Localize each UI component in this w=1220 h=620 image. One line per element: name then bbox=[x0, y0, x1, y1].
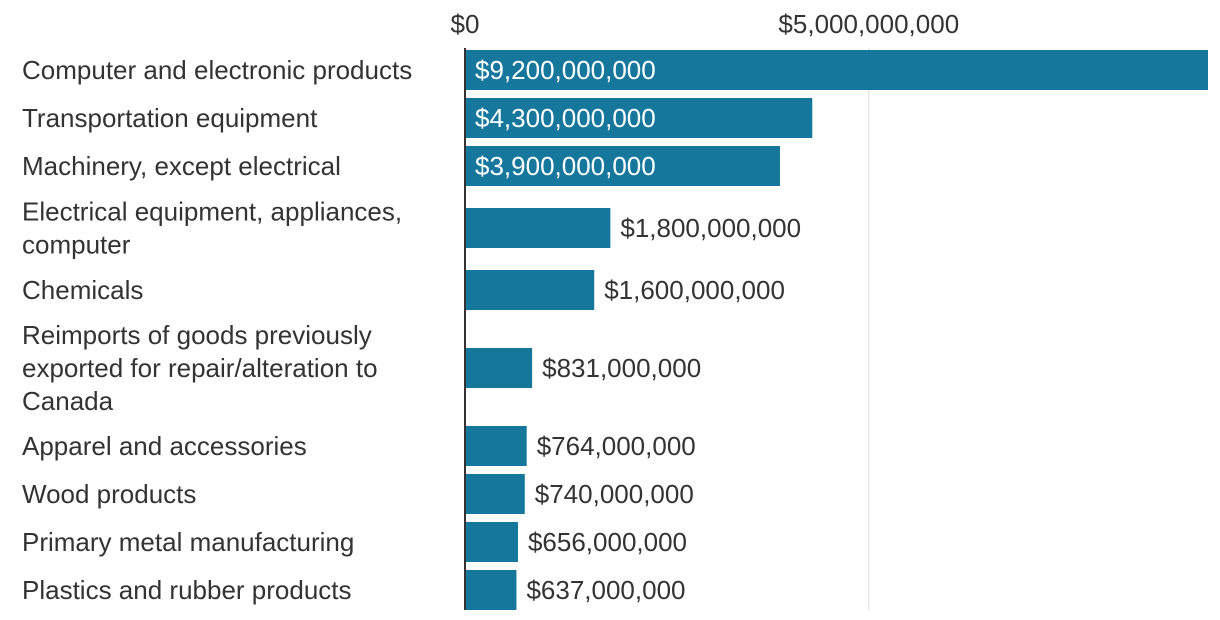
bar bbox=[465, 270, 595, 310]
bar bbox=[465, 474, 525, 514]
category-label: Reimports of goods previously exported fo… bbox=[22, 320, 378, 416]
value-labels: $9,200,000,000 $4,300,000,000 $3,900,000,0… bbox=[475, 55, 801, 605]
value-label: $764,000,000 bbox=[537, 431, 696, 461]
category-label: Machinery, except electrical bbox=[22, 151, 341, 181]
x-tick-label: $5,000,000,000 bbox=[778, 9, 959, 39]
bar bbox=[465, 208, 611, 248]
value-label: $831,000,000 bbox=[542, 353, 701, 383]
category-label: Primary metal manufacturing bbox=[22, 527, 354, 557]
bar bbox=[465, 50, 1208, 90]
category-label: Computer and electronic products bbox=[22, 55, 412, 85]
category-label: Electrical equipment, appliances, compute… bbox=[22, 197, 402, 260]
bar bbox=[465, 570, 517, 610]
value-label: $1,600,000,000 bbox=[604, 275, 785, 305]
x-tick-label: $0 bbox=[451, 9, 480, 39]
category-label: Apparel and accessories bbox=[22, 431, 307, 461]
value-label: $637,000,000 bbox=[526, 575, 685, 605]
category-label: Plastics and rubber products bbox=[22, 575, 352, 605]
value-label: $740,000,000 bbox=[535, 479, 694, 509]
value-label: $9,200,000,000 bbox=[475, 55, 656, 85]
value-label: $4,300,000,000 bbox=[475, 103, 656, 133]
category-label: Chemicals bbox=[22, 275, 143, 305]
category-label: Wood products bbox=[22, 479, 196, 509]
category-label: Transportation equipment bbox=[22, 103, 318, 133]
bar bbox=[465, 348, 533, 388]
bar bbox=[465, 98, 813, 138]
x-axis-ticks: $0 $5,000,000,000 bbox=[451, 9, 960, 39]
bar bbox=[465, 146, 780, 186]
value-label: $656,000,000 bbox=[528, 527, 687, 557]
value-label: $3,900,000,000 bbox=[475, 151, 656, 181]
bars bbox=[465, 50, 1208, 610]
bar bbox=[465, 426, 527, 466]
category-labels: Computer and electronic products Transpor… bbox=[22, 55, 412, 605]
bar bbox=[465, 522, 518, 562]
value-label: $1,800,000,000 bbox=[620, 213, 801, 243]
